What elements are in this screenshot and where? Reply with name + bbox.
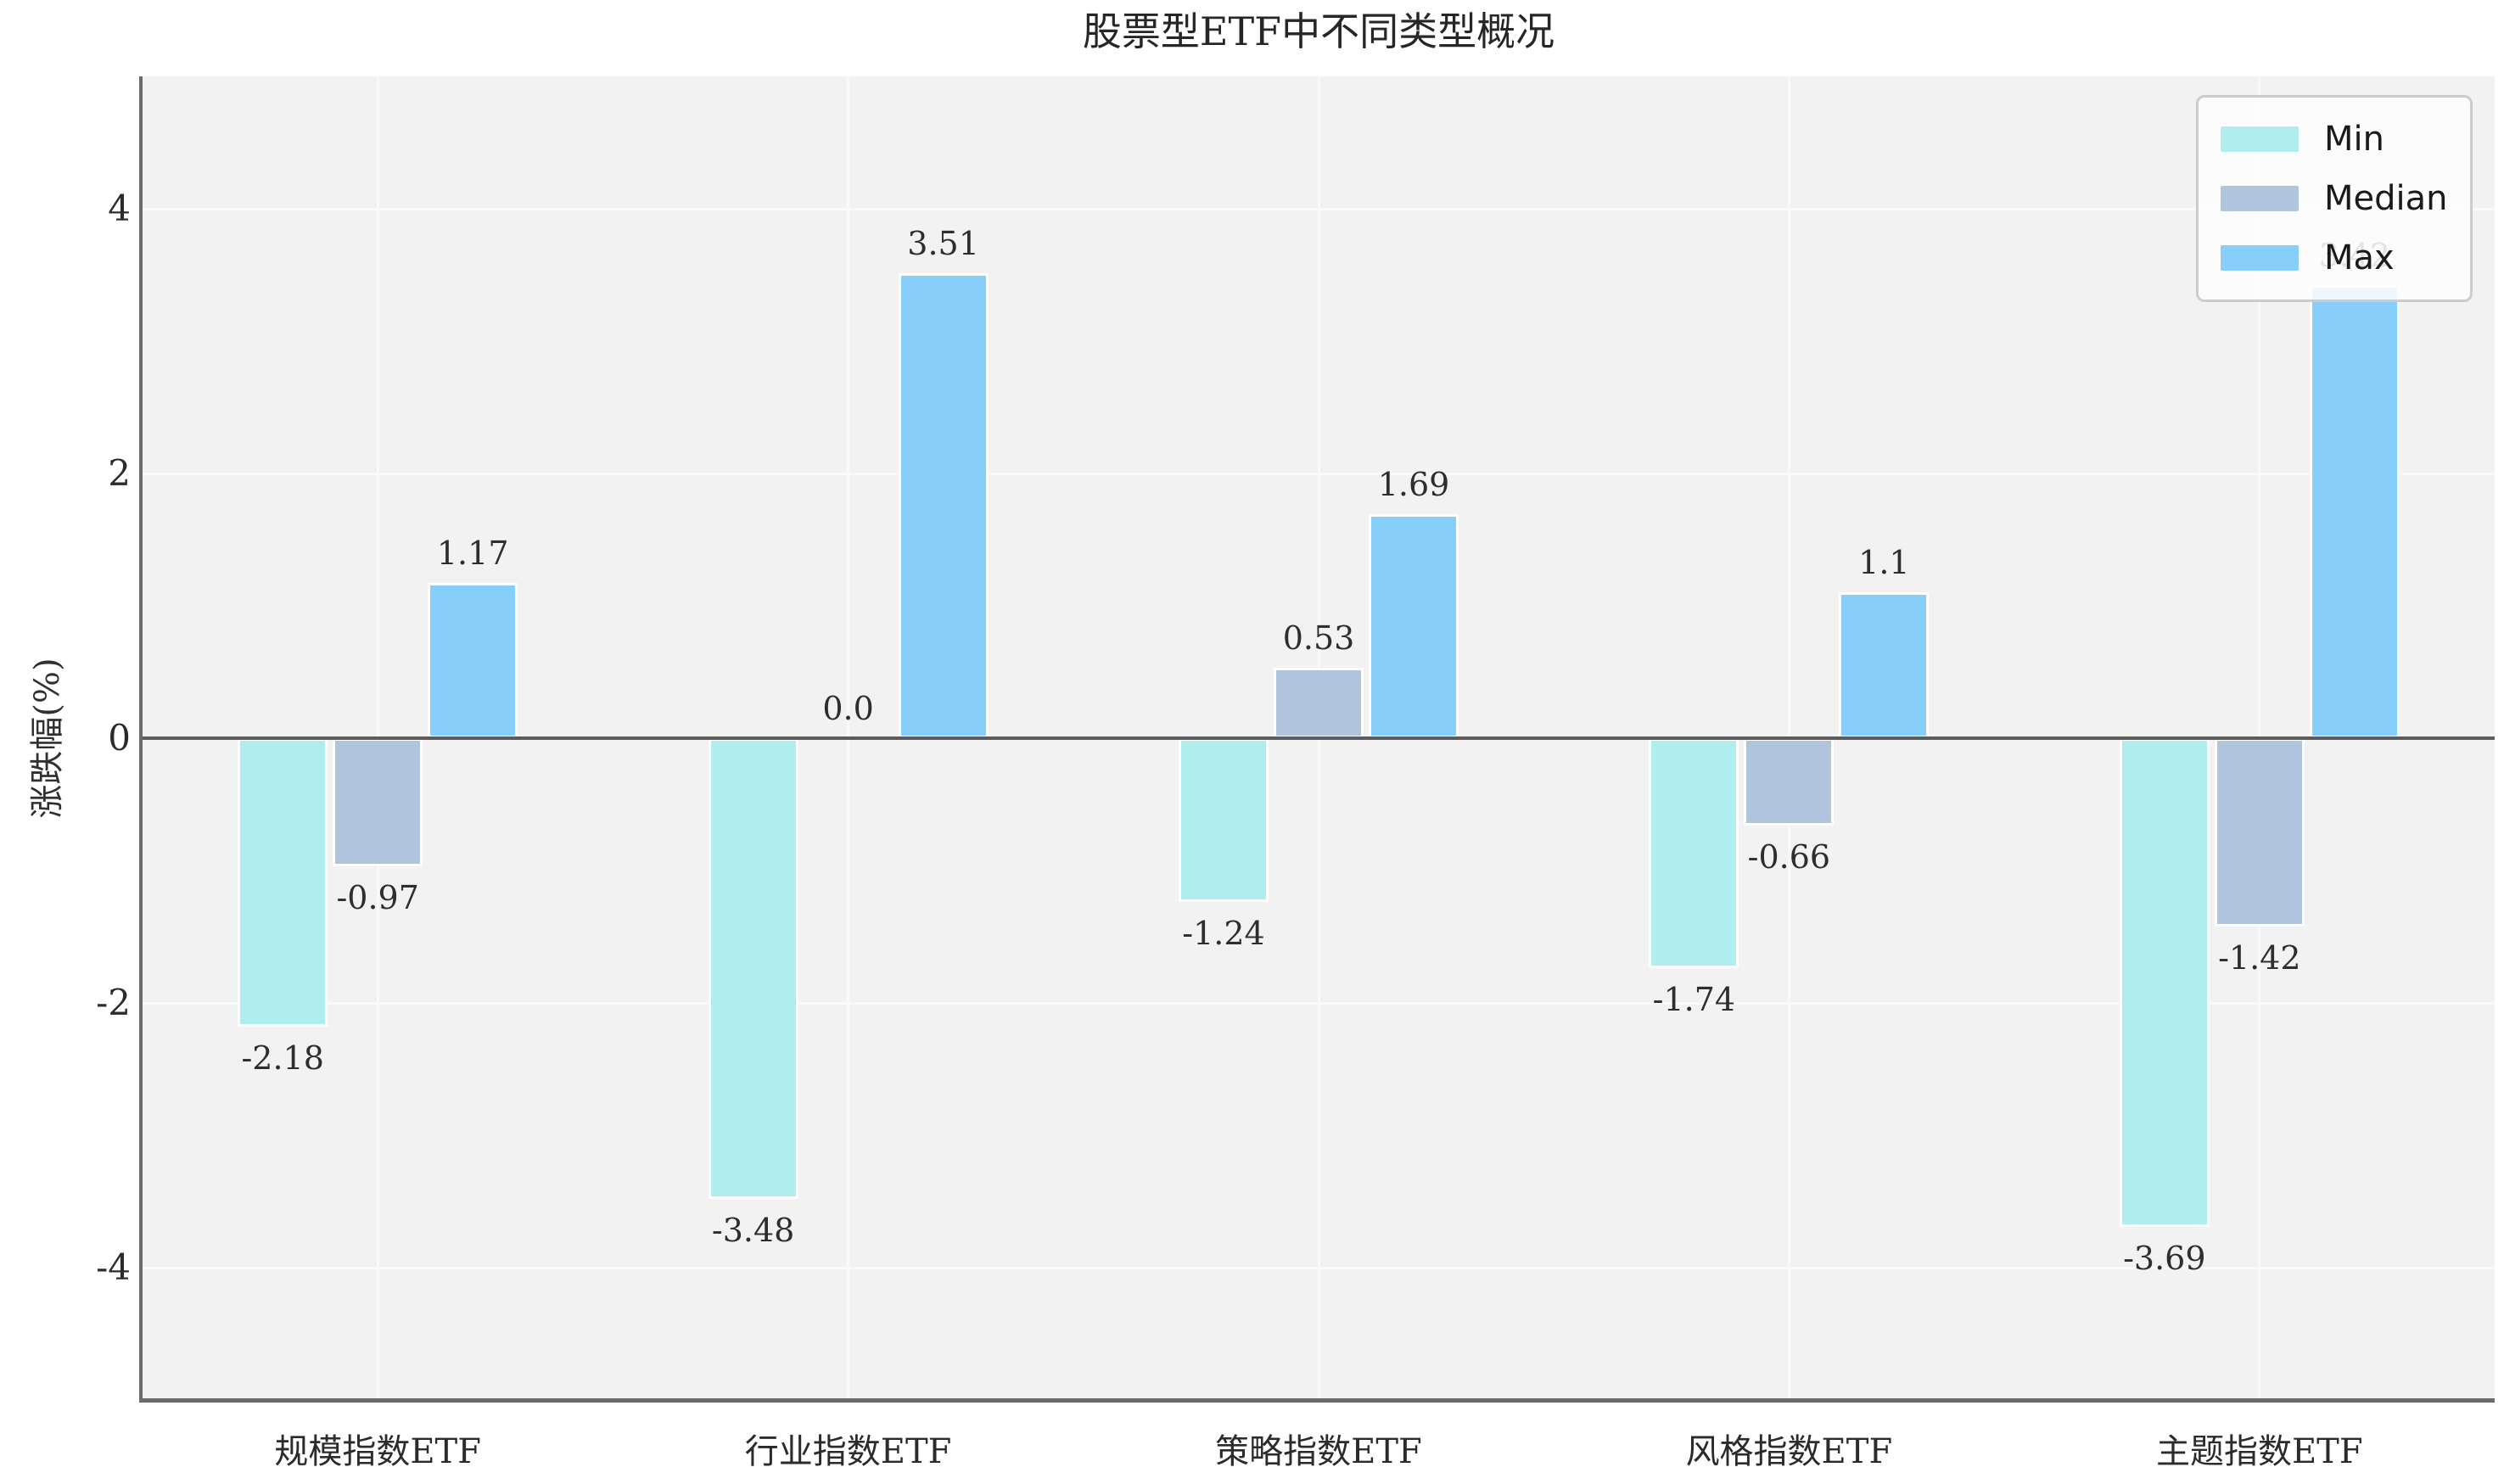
bar-min-行业指数ETF <box>708 738 798 1199</box>
legend-swatch-max <box>2221 245 2299 271</box>
bar-max-策略指数ETF <box>1369 514 1459 738</box>
bar-max-主题指数ETF <box>2309 285 2400 738</box>
value-label-max: 1.69 <box>1377 466 1450 504</box>
x-tick-label: 主题指数ETF <box>2155 1432 2363 1471</box>
value-label-median: 0.53 <box>1282 619 1355 658</box>
legend-label-median: Median <box>2324 179 2448 218</box>
bar-median-规模指数ETF <box>333 738 423 867</box>
bar-median-风格指数ETF <box>1744 738 1835 826</box>
legend-row-max: Max <box>2221 228 2448 288</box>
bar-max-规模指数ETF <box>428 583 518 738</box>
y-axis-spine <box>139 76 143 1400</box>
x-tick-label: 规模指数ETF <box>274 1432 481 1471</box>
legend-row-median: Median <box>2221 169 2448 228</box>
legend-row-min: Min <box>2221 109 2448 169</box>
bar-median-策略指数ETF <box>1274 668 1364 738</box>
bar-min-风格指数ETF <box>1649 738 1739 969</box>
value-label-min: -3.48 <box>711 1211 795 1249</box>
chart-title: 股票型ETF中不同类型概况 <box>1082 8 1555 54</box>
legend-label-max: Max <box>2324 238 2395 277</box>
bar-max-风格指数ETF <box>1839 592 1930 738</box>
legend-label-min: Min <box>2324 120 2384 159</box>
plot-area: -2.18 -3.48 -1.24 -1.74 -3.69 -0.97 0.0 0.53 -0.… <box>143 76 2495 1400</box>
y-tick-label: -4 <box>96 1246 131 1288</box>
value-label-min: -2.18 <box>241 1039 324 1078</box>
value-label-min: -1.74 <box>1652 981 1736 1019</box>
y-tick-label: -2 <box>96 982 131 1023</box>
y-tick-label: 4 <box>108 188 131 229</box>
y-tick-label: 0 <box>108 717 131 759</box>
zero-line <box>143 736 2495 740</box>
bar-median-主题指数ETF <box>2214 738 2305 927</box>
x-tick-label: 行业指数ETF <box>744 1432 952 1471</box>
legend-swatch-median <box>2221 186 2299 211</box>
value-label-median: -0.97 <box>336 879 419 917</box>
legend: Min Median Max <box>2196 95 2473 302</box>
value-label-max: 1.17 <box>436 535 509 573</box>
value-label-max: 1.1 <box>1858 544 1910 582</box>
value-label-median: -1.42 <box>2218 938 2301 977</box>
value-label-max: 3.51 <box>907 225 979 263</box>
legend-swatch-min <box>2221 126 2299 152</box>
bar-min-策略指数ETF <box>1179 738 1269 903</box>
bar-min-规模指数ETF <box>238 738 328 1028</box>
bar-min-主题指数ETF <box>2119 738 2210 1227</box>
bar-max-行业指数ETF <box>898 273 989 738</box>
value-label-min: -1.24 <box>1182 915 1265 953</box>
value-label-median: 0.0 <box>822 690 874 727</box>
y-tick-label: 2 <box>108 452 131 494</box>
x-tick-label: 策略指数ETF <box>1215 1432 1422 1471</box>
x-axis-spine <box>139 1398 2495 1403</box>
value-label-min: -3.69 <box>2123 1239 2206 1277</box>
value-label-median: -0.66 <box>1747 837 1831 876</box>
x-tick-label: 风格指数ETF <box>1685 1432 1893 1471</box>
